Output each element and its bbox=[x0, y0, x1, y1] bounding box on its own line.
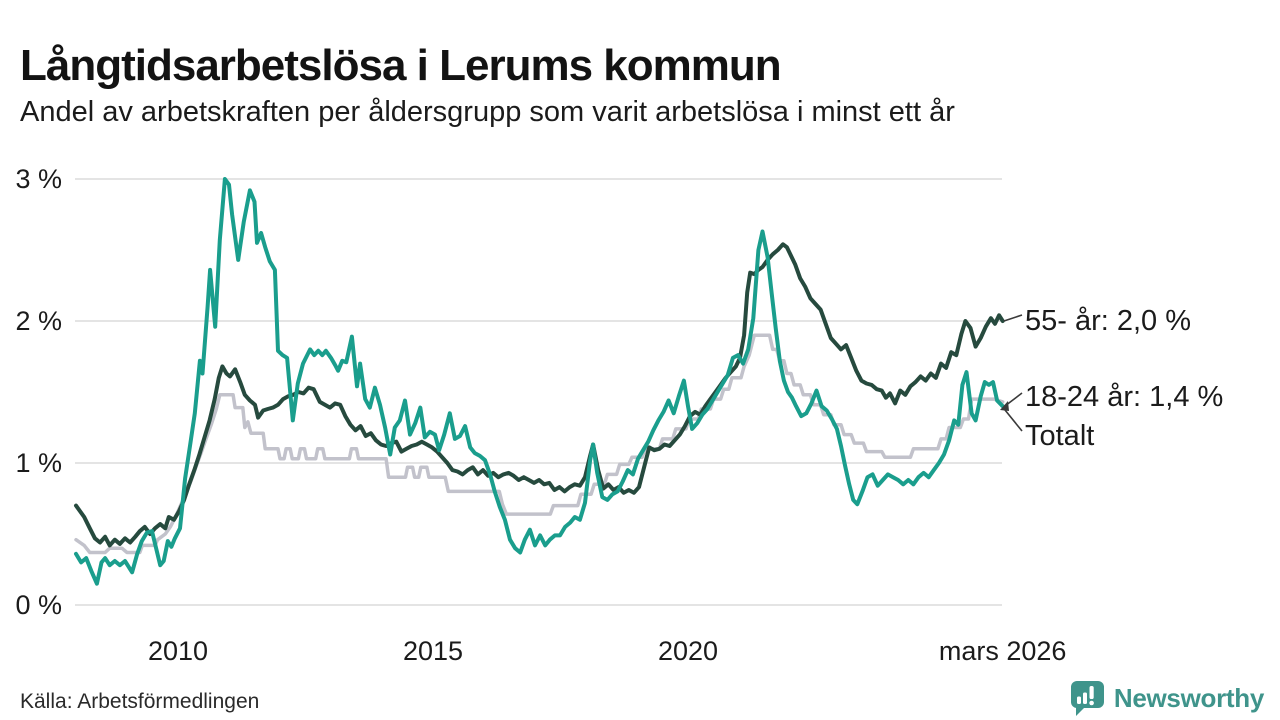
connector-55 bbox=[1003, 314, 1023, 322]
x-tick-label: 2015 bbox=[403, 636, 463, 666]
y-tick-label: 0 % bbox=[15, 590, 62, 620]
connector-arrowhead bbox=[1000, 401, 1009, 411]
newsworthy-wordmark: Newsworthy bbox=[1113, 683, 1264, 713]
series-end-label-totalt: Totalt bbox=[1025, 420, 1095, 452]
y-tick-label: 1 % bbox=[15, 448, 62, 478]
x-tick-label: mars 2026 bbox=[939, 636, 1067, 666]
series-end-label-18-24: 18-24 år: 1,4 % bbox=[1025, 381, 1224, 413]
page-subtitle: Andel av arbetskraften per åldersgrupp s… bbox=[20, 96, 955, 128]
connector-totalt bbox=[1004, 409, 1023, 432]
y-tick-label: 2 % bbox=[15, 306, 62, 336]
y-tick-label: 3 % bbox=[15, 164, 62, 194]
series-end-label-55: 55- år: 2,0 % bbox=[1025, 305, 1192, 337]
x-tick-label: 2010 bbox=[148, 636, 208, 666]
series-line-18-24r bbox=[74, 177, 1005, 586]
newsworthy-icon bbox=[1070, 681, 1104, 716]
x-tick-label: 2020 bbox=[658, 636, 718, 666]
newsworthy-logo[interactable]: Newsworthy bbox=[1070, 680, 1264, 717]
series-line-Totalt bbox=[74, 333, 1005, 555]
page-title: Långtidsarbetslösa i Lerums kommun bbox=[20, 41, 782, 91]
source-credit: Källa: Arbetsförmedlingen bbox=[20, 690, 260, 713]
series-line-55-r bbox=[74, 242, 1005, 548]
